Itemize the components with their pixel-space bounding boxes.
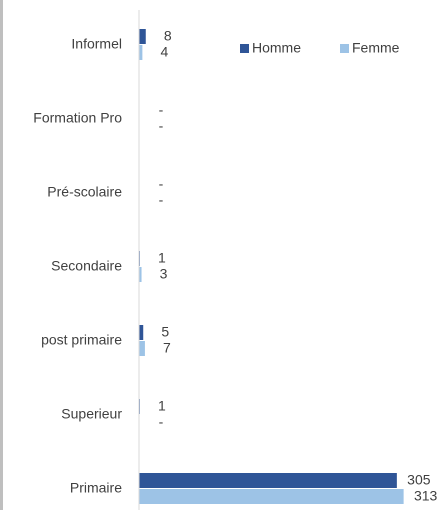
- data-label: 1: [158, 398, 166, 414]
- bar: [139, 473, 397, 488]
- data-label: -: [159, 176, 164, 192]
- y-tick-label: Primaire: [70, 480, 122, 496]
- data-label: 7: [163, 340, 171, 356]
- bar: [139, 45, 143, 60]
- data-label: 1: [158, 250, 166, 266]
- data-label: -: [159, 118, 164, 134]
- data-label: 5: [161, 324, 169, 340]
- y-tick-label: post primaire: [41, 332, 122, 348]
- data-label: -: [159, 414, 164, 430]
- data-label: 4: [160, 44, 168, 60]
- legend-label: Homme: [252, 40, 301, 56]
- bar: [139, 267, 142, 282]
- bar: [139, 325, 144, 340]
- data-label: 8: [164, 28, 172, 44]
- legend-label: Femme: [352, 40, 400, 56]
- data-label: 3: [160, 266, 168, 282]
- data-label: 313: [414, 488, 438, 504]
- y-tick-label: Pré-scolaire: [47, 184, 122, 200]
- y-tick-label: Secondaire: [51, 258, 122, 274]
- y-tick-label: Superieur: [61, 406, 122, 422]
- data-label: -: [159, 192, 164, 208]
- data-label: 305: [407, 472, 431, 488]
- legend-swatch: [240, 44, 249, 53]
- legend-swatch: [340, 44, 349, 53]
- bar: [139, 341, 145, 356]
- bar: [139, 29, 146, 44]
- data-label: -: [159, 102, 164, 118]
- bar: [139, 489, 404, 504]
- y-tick-label: Informel: [71, 36, 122, 52]
- frame-edge: [0, 0, 3, 510]
- y-tick-label: Formation Pro: [33, 110, 122, 126]
